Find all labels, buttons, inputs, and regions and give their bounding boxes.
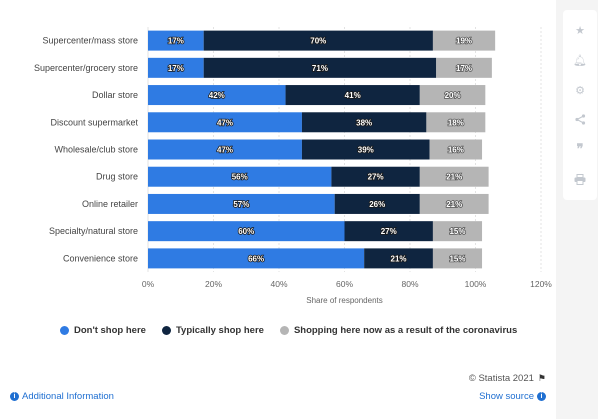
show-source-label: Show source: [479, 391, 534, 402]
x-axis-label: Share of respondents: [306, 296, 383, 305]
data-label: 15%: [449, 227, 465, 236]
legend-item-coronavirus[interactable]: Shopping here now as a result of the cor…: [279, 325, 518, 336]
category-label: Supercenter/grocery store: [34, 63, 138, 73]
additional-info-label: Additional Information: [22, 391, 114, 402]
bar-segment: [432, 248, 483, 269]
star-icon[interactable]: ★: [575, 25, 585, 38]
data-label: 70%: [310, 37, 326, 46]
info-icon: i: [10, 392, 19, 401]
category-label: Wholesale/club store: [54, 145, 138, 155]
data-label: 20%: [445, 91, 461, 100]
bar-segment: [301, 112, 427, 133]
bar-segment: [148, 85, 286, 106]
category-label: Drug store: [96, 172, 138, 182]
bar-segment: [334, 193, 420, 214]
bar-segment: [432, 30, 496, 51]
bar-segment: [285, 85, 420, 106]
data-label: 18%: [448, 118, 464, 127]
data-label: 47%: [217, 118, 233, 127]
x-tick-label: 40%: [270, 279, 287, 289]
show-source-link[interactable]: Show source i: [479, 391, 546, 402]
additional-info-link[interactable]: i Additional Information: [10, 391, 114, 402]
bar-segment: [203, 57, 437, 78]
bar-segment: [419, 166, 489, 187]
data-label: 17%: [456, 64, 472, 73]
bar-segment: [148, 30, 204, 51]
data-label: 21%: [446, 173, 462, 182]
category-label: Supercenter/mass store: [42, 36, 138, 46]
data-label: 16%: [448, 146, 464, 155]
bar-segment: [148, 221, 345, 242]
category-label: Specialty/natural store: [49, 226, 138, 236]
data-label: 71%: [312, 64, 328, 73]
info-icon: i: [537, 392, 546, 401]
bar-segment: [432, 221, 483, 242]
data-label: 17%: [168, 37, 184, 46]
data-label: 17%: [168, 64, 184, 73]
data-label: 57%: [233, 200, 249, 209]
x-tick-label: 60%: [336, 279, 353, 289]
bar-segment: [436, 57, 492, 78]
data-label: 60%: [238, 227, 254, 236]
chart-card: 0% 20% 40% 60% 80% 100% 120% Share of responden…: [0, 0, 556, 419]
x-tick-label: 120%: [530, 279, 552, 289]
bar-segment: [344, 221, 433, 242]
copyright: © Statista 2021 ⚑: [469, 373, 546, 384]
data-label: 41%: [345, 91, 361, 100]
data-label: 26%: [369, 200, 385, 209]
x-tick-label: 20%: [205, 279, 222, 289]
bar-segment: [148, 193, 335, 214]
data-label: 47%: [217, 146, 233, 155]
data-label: 56%: [232, 173, 248, 182]
legend-marker-dont-shop: [60, 326, 69, 335]
bar-segment: [301, 139, 430, 160]
category-label: Online retailer: [82, 199, 138, 209]
bar-segment: [364, 248, 433, 269]
category-label: Dollar store: [92, 90, 138, 100]
data-label: 15%: [449, 254, 465, 263]
bar-segment: [426, 112, 486, 133]
bar-segment: [419, 193, 489, 214]
gear-icon[interactable]: ⚙: [575, 84, 585, 97]
legend-marker-typically-shop: [161, 326, 171, 335]
data-label: 66%: [248, 254, 264, 263]
x-tick-label: 80%: [401, 279, 418, 289]
data-label: 38%: [356, 118, 372, 127]
data-label: 42%: [209, 91, 225, 100]
chart: 0% 20% 40% 60% 80% 100% 120% Share of responden…: [34, 27, 552, 305]
bar-segment: [148, 112, 302, 133]
legend-item-dont-shop[interactable]: Don't shop here: [60, 325, 146, 336]
legend: Don't shop here Typically shop here Shop…: [60, 325, 517, 336]
copyright-text: © Statista 2021: [468, 373, 534, 384]
bar-segment: [203, 30, 433, 51]
data-label: 21%: [446, 200, 462, 209]
bell-icon[interactable]: 🔔︎: [573, 54, 587, 67]
x-tick-label: 0%: [142, 279, 155, 289]
quote-icon[interactable]: ❞: [576, 141, 584, 157]
flag-icon[interactable]: ⚑: [537, 373, 546, 383]
legend-marker-coronavirus: [279, 326, 289, 335]
category-label: Discount supermarket: [50, 117, 138, 127]
x-tick-label: 100%: [465, 279, 487, 289]
legend-label-coronavirus: Shopping here now as a result of the cor…: [293, 325, 518, 336]
category-label: Convenience store: [63, 253, 138, 263]
side-toolbar: ★ 🔔︎ ⚙ ❞: [563, 10, 597, 200]
bar-segment: [419, 85, 486, 106]
bar-segment: [148, 166, 332, 187]
bar-segment: [148, 57, 204, 78]
data-label: 27%: [381, 227, 397, 236]
legend-label-typically-shop: Typically shop here: [175, 325, 264, 336]
share-icon[interactable]: [569, 109, 591, 131]
bar-segment: [429, 139, 483, 160]
legend-label-dont-shop: Don't shop here: [74, 325, 146, 336]
data-label: 27%: [368, 173, 384, 182]
print-icon[interactable]: [569, 168, 591, 190]
data-label: 21%: [391, 254, 407, 263]
data-label: 19%: [456, 37, 472, 46]
legend-item-typically-shop[interactable]: Typically shop here: [161, 325, 264, 336]
bar-segment: [148, 139, 302, 160]
data-label: 39%: [358, 146, 374, 155]
bar-segment: [331, 166, 420, 187]
bar-segment: [148, 248, 365, 269]
